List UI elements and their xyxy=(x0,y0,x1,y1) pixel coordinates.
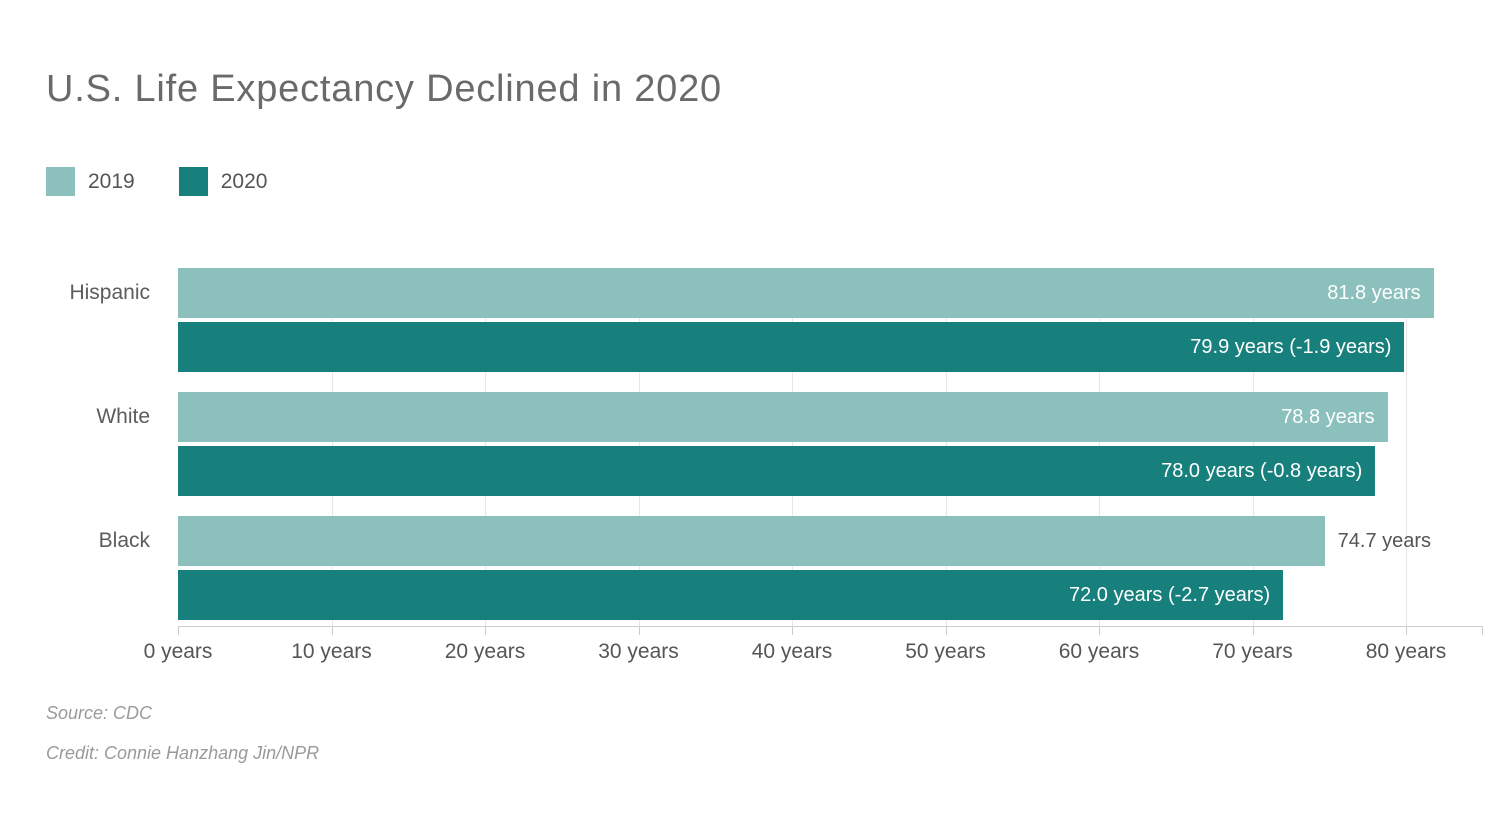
legend-item-2019: 2019 xyxy=(46,167,135,196)
x-axis-tick-label-0: 0 years xyxy=(143,640,213,663)
bar-hispanic-2020: 79.9 years (-1.9 years) xyxy=(178,322,1405,372)
bar-value-label-hispanic-2020: 79.9 years (-1.9 years) xyxy=(1190,336,1392,358)
legend-label-2020: 2020 xyxy=(220,169,268,193)
x-axis-tick-label-50: 50 years xyxy=(905,640,986,663)
source-note: Source: CDC xyxy=(46,703,153,723)
bar-value-label-white-2019: 78.8 years xyxy=(1281,406,1375,428)
bar-white-2020: 78.0 years (-0.8 years) xyxy=(178,446,1376,496)
bar-black-2020: 72.0 years (-2.7 years) xyxy=(178,570,1284,620)
x-axis-tick-0 xyxy=(178,626,179,635)
x-axis-tick-80 xyxy=(1406,626,1408,635)
chart-title: U.S. Life Expectancy Declined in 2020 xyxy=(46,68,722,110)
x-axis-tick-label-60: 60 years xyxy=(1058,640,1140,663)
category-label-hispanic: Hispanic xyxy=(69,281,150,304)
x-axis-tick-label-70: 70 years xyxy=(1212,640,1293,663)
credit-note: Credit: Connie Hanzhang Jin/NPR xyxy=(46,743,320,763)
bar-value-label-hispanic-2019: 81.8 years xyxy=(1327,282,1421,304)
category-axis: Hispanic White Black xyxy=(0,268,150,626)
x-axis-tick-30 xyxy=(638,626,640,635)
bar-chart: Hispanic White Black 81.8 years 79.9 years … xyxy=(0,268,1483,678)
x-axis-tick-70 xyxy=(1252,626,1254,635)
x-axis-end-tick xyxy=(1482,626,1483,635)
category-label-black: Black xyxy=(98,529,150,552)
x-axis-tick-10 xyxy=(331,626,333,635)
x-axis-tick-label-80: 80 years xyxy=(1365,640,1447,663)
bar-value-label-black-2020: 72.0 years (-2.7 years) xyxy=(1069,584,1271,606)
plot-area: 81.8 years 79.9 years (-1.9 years) 78.8 ye… xyxy=(144,268,1483,663)
x-axis-tick-label-20: 20 years xyxy=(444,640,526,663)
category-label-white: White xyxy=(96,405,150,428)
x-axis-tick-60 xyxy=(1099,626,1100,635)
bar-value-label-white-2020: 78.0 years (-0.8 years) xyxy=(1161,460,1363,482)
bar-value-label-black-2019: 74.7 years xyxy=(1337,530,1432,552)
legend-label-2019: 2019 xyxy=(88,169,135,193)
legend-swatch-2020 xyxy=(178,167,208,196)
x-axis-tick-label-10: 10 years xyxy=(291,640,372,663)
x-axis-tick-label-30: 30 years xyxy=(598,640,679,663)
legend-item-2020: 2020 xyxy=(178,167,268,196)
x-axis-tick-20 xyxy=(485,626,486,635)
x-axis-line xyxy=(178,626,1482,627)
x-axis-tick-50 xyxy=(945,626,947,635)
bar-white-2019: 78.8 years xyxy=(178,392,1388,442)
legend: 2019 2020 xyxy=(46,167,267,196)
gridline-80 xyxy=(1406,268,1408,626)
bar-black-2019: 74.7 years xyxy=(178,516,1431,566)
x-axis-tick-label-40: 40 years xyxy=(751,640,833,663)
bar-hispanic-2019: 81.8 years xyxy=(178,268,1434,318)
x-axis-tick-40 xyxy=(792,626,793,635)
legend-swatch-2019 xyxy=(46,167,75,196)
